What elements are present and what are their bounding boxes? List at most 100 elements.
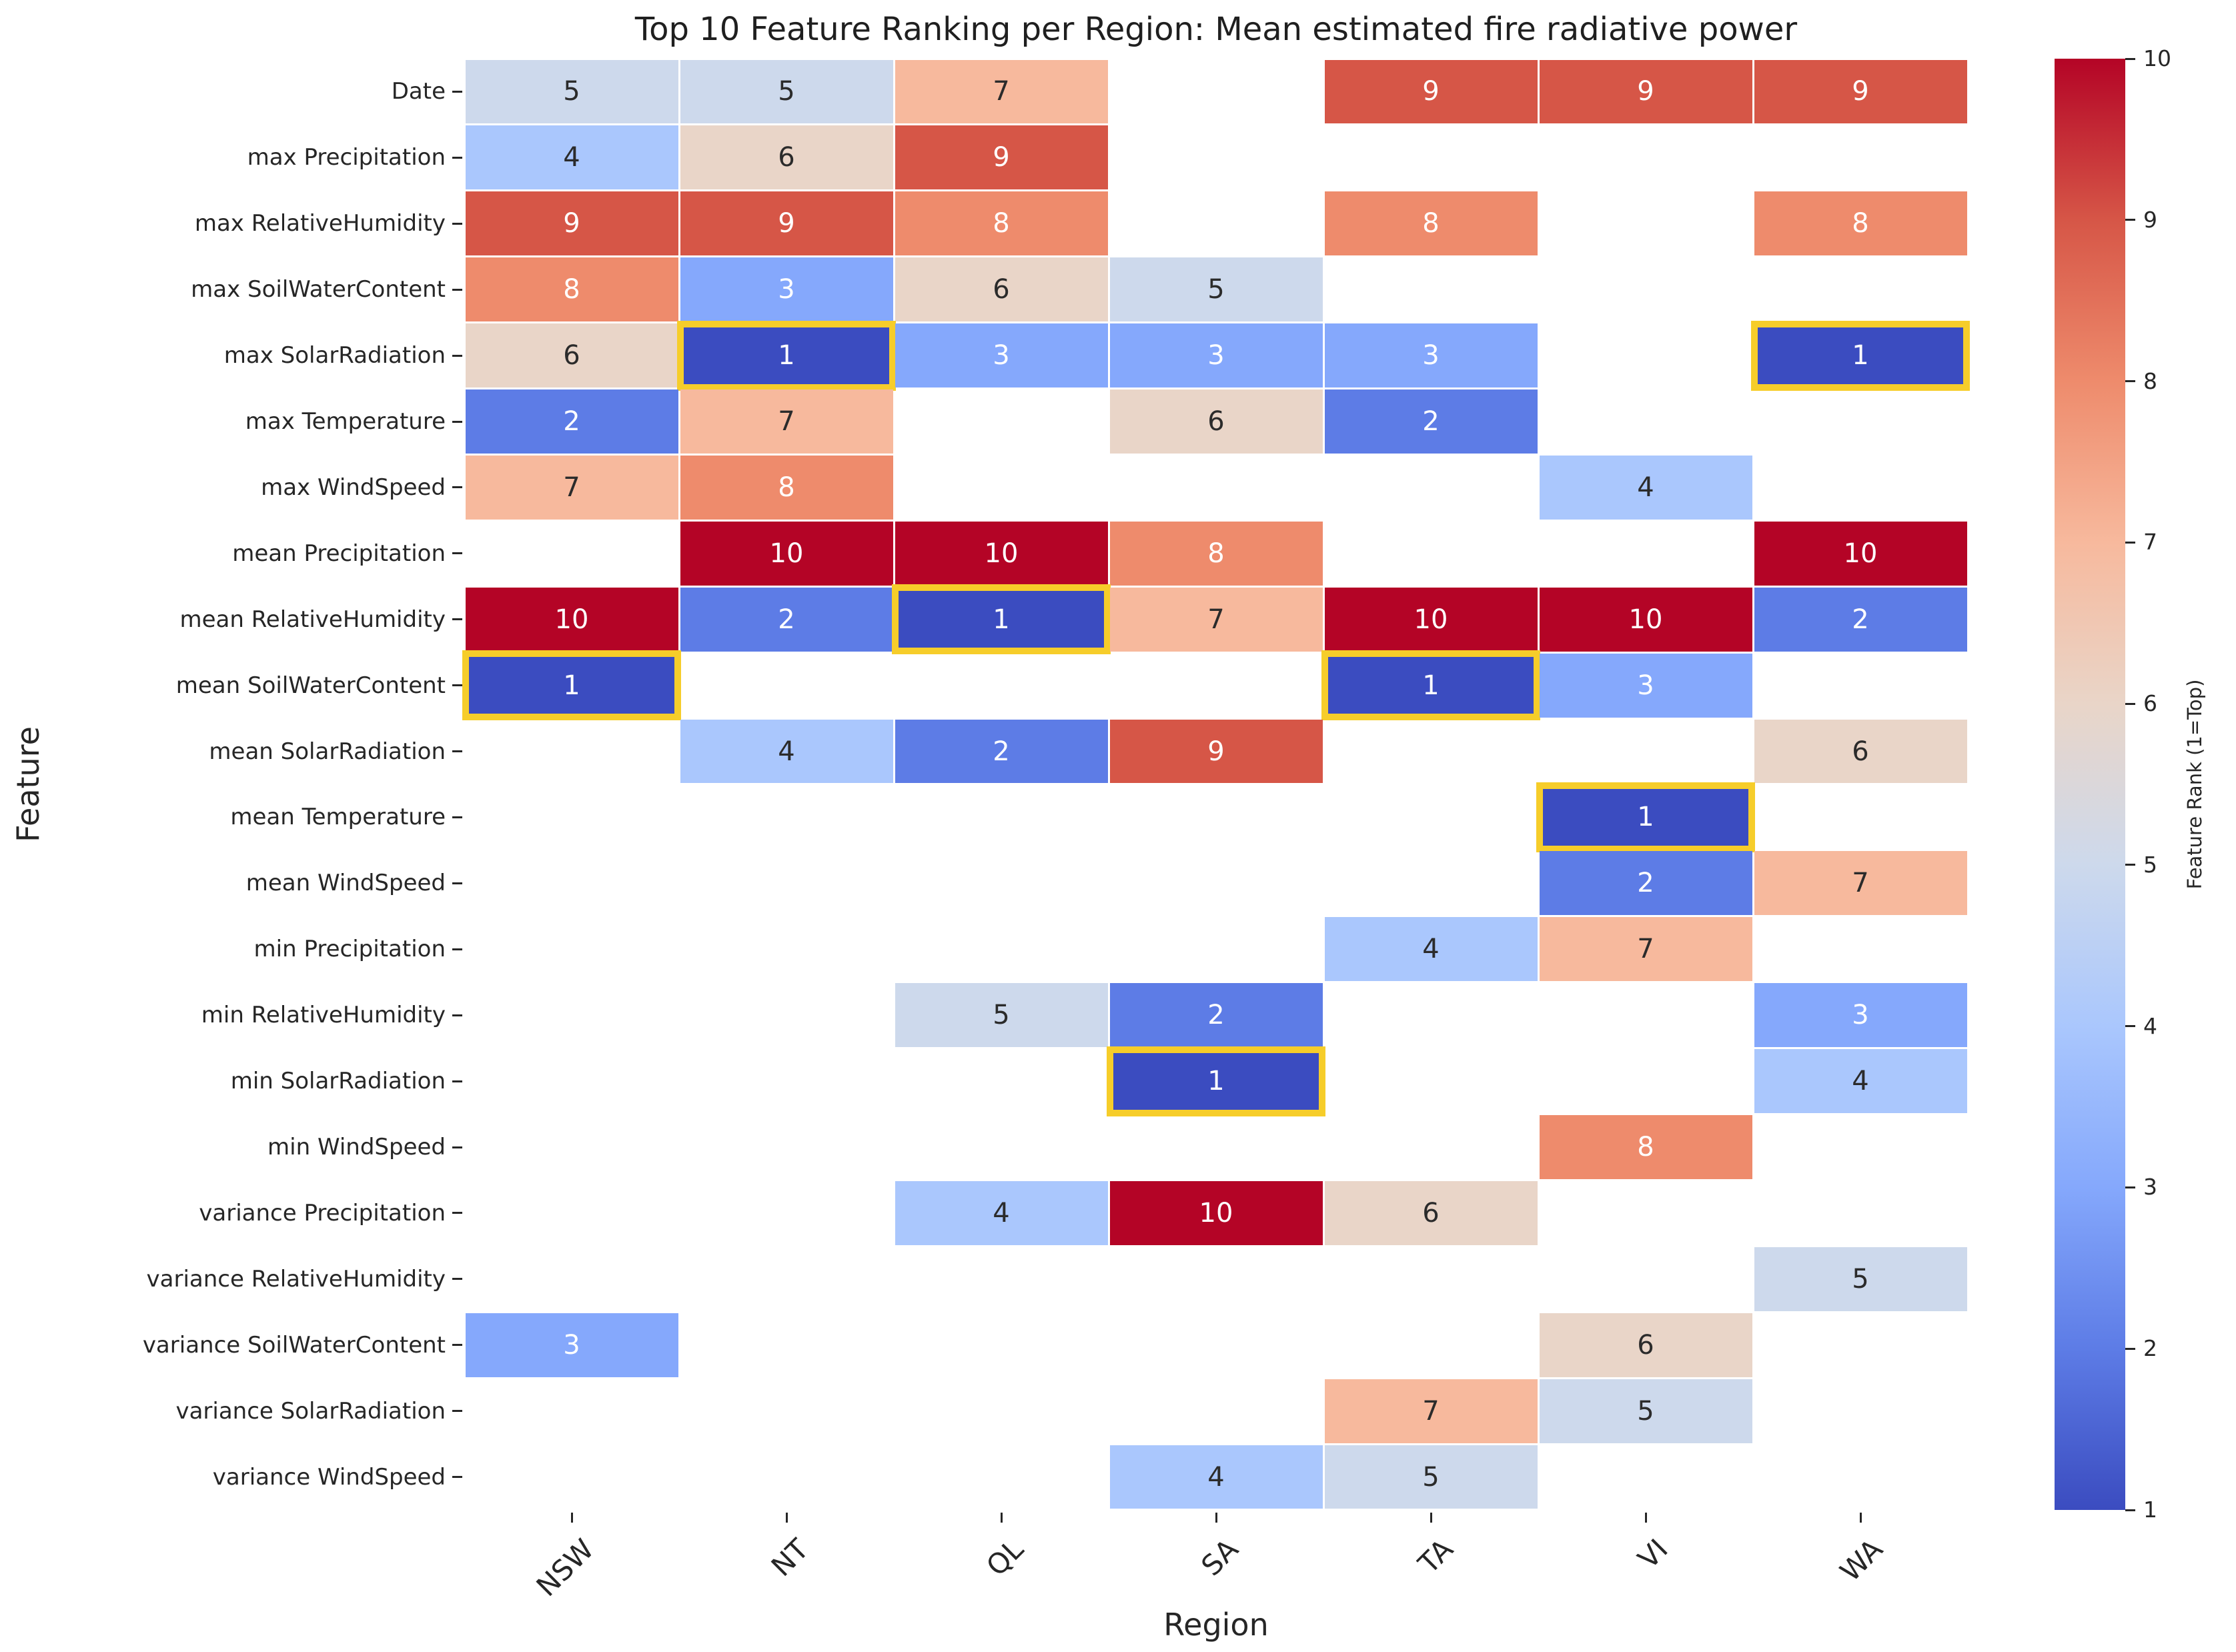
- heatmap-cell: 2: [1754, 587, 1967, 652]
- colorbar-tick-label: 4: [2143, 1012, 2157, 1039]
- heatmap-cell: 9: [895, 125, 1108, 190]
- heatmap-cell: 2: [680, 587, 893, 652]
- colorbar-tick-label: 7: [2143, 529, 2157, 556]
- colorbar-label: Feature Rank (1=Top): [2183, 679, 2206, 890]
- ytick-label-feature: max Temperature: [245, 408, 446, 435]
- heatmap-cell: 10: [1539, 587, 1752, 652]
- heatmap-cell: 6: [1754, 719, 1967, 784]
- heatmap-cell: 6: [1539, 1313, 1752, 1377]
- heatmap-cell: 10: [1109, 1180, 1323, 1245]
- heatmap-cell-top-ranked: 1: [462, 650, 681, 721]
- xtick-mark: [570, 1513, 573, 1523]
- xtick-label-region: VI: [1631, 1533, 1674, 1575]
- ytick-label-feature: variance RelativeHumidity: [146, 1265, 446, 1293]
- ytick-label-feature: max Precipitation: [247, 144, 446, 171]
- ytick-mark: [452, 1410, 462, 1413]
- heatmap-cell: 8: [1109, 521, 1323, 586]
- x-axis-label: Region: [1163, 1607, 1269, 1643]
- colorbar-tick-label: 5: [2143, 851, 2157, 878]
- heatmap-cell: 3: [465, 1313, 678, 1377]
- heatmap-cell-top-ranked: 1: [1321, 650, 1540, 721]
- colorbar-tick-label: 10: [2143, 45, 2171, 71]
- ytick-label-feature: mean SoilWaterContent: [175, 672, 446, 699]
- colorbar-tick-label: 3: [2143, 1174, 2157, 1200]
- heatmap-cell: 5: [1539, 1379, 1752, 1443]
- ytick-mark: [452, 684, 462, 687]
- heatmap-cell: 7: [465, 455, 678, 520]
- ytick-mark: [452, 222, 462, 225]
- heatmap-cell: 4: [1754, 1049, 1967, 1114]
- heatmap-cell: 3: [1109, 323, 1323, 388]
- ytick-mark: [452, 1014, 462, 1016]
- heatmap-cell-top-ranked: 1: [1536, 782, 1755, 852]
- xtick-label-region: WA: [1833, 1533, 1889, 1588]
- colorbar-tick-mark: [2125, 702, 2135, 705]
- heatmap-cell: 2: [1539, 851, 1752, 916]
- ytick-label-feature: variance Precipitation: [199, 1199, 446, 1226]
- heatmap-cell: 10: [895, 521, 1108, 586]
- xtick-label-region: TA: [1412, 1533, 1460, 1580]
- ytick-label-feature: min RelativeHumidity: [201, 1002, 446, 1029]
- ytick-label-feature: mean SolarRadiation: [209, 738, 446, 765]
- heatmap-cell: 9: [465, 191, 678, 256]
- colorbar-tick-mark: [2125, 380, 2135, 383]
- xtick-mark: [1215, 1513, 1217, 1523]
- ytick-mark: [452, 354, 462, 357]
- chart-title: Top 10 Feature Ranking per Region: Mean …: [634, 11, 1798, 48]
- heatmap-cell: 4: [1539, 455, 1752, 520]
- heatmap-cell: 4: [895, 1180, 1108, 1245]
- ytick-label-feature: max RelativeHumidity: [194, 210, 446, 237]
- ytick-label-feature: variance WindSpeed: [212, 1463, 446, 1491]
- heatmap-cell: 5: [1109, 257, 1323, 322]
- xtick-label-region: NSW: [530, 1533, 600, 1603]
- ytick-mark: [452, 1212, 462, 1214]
- heatmap-cell: 10: [1324, 587, 1538, 652]
- heatmap-cell: 3: [1754, 983, 1967, 1048]
- xtick-mark: [1000, 1513, 1003, 1523]
- colorbar-tick-label: 9: [2143, 206, 2157, 233]
- ytick-mark: [452, 882, 462, 884]
- heatmap-cell: 5: [895, 983, 1108, 1048]
- heatmap-cell: 8: [1324, 191, 1538, 256]
- ytick-label-feature: Date: [391, 78, 446, 105]
- ytick-mark: [452, 1278, 462, 1281]
- ytick-label-feature: mean RelativeHumidity: [179, 606, 446, 633]
- xtick-label-region: SA: [1195, 1533, 1245, 1583]
- heatmap-cell: 4: [1109, 1445, 1323, 1509]
- heatmap-cell: 5: [680, 59, 893, 124]
- colorbar-tick-mark: [2125, 1509, 2135, 1511]
- heatmap-cell: 9: [1539, 59, 1752, 124]
- heatmap-cell: 7: [1109, 587, 1323, 652]
- ytick-mark: [452, 618, 462, 621]
- ytick-mark: [452, 750, 462, 753]
- ytick-label-feature: min SolarRadiation: [230, 1068, 446, 1095]
- ytick-label-feature: mean Temperature: [230, 804, 446, 831]
- heatmap-cell: 6: [680, 125, 893, 190]
- ytick-mark: [452, 1080, 462, 1082]
- heatmap-cell: 7: [895, 59, 1108, 124]
- colorbar-tick-mark: [2125, 1186, 2135, 1188]
- heatmap-cell-top-ranked: 1: [677, 320, 896, 391]
- xtick-label-region: NT: [764, 1533, 815, 1583]
- colorbar-tick-mark: [2125, 219, 2135, 221]
- heatmap-cell: 9: [1754, 59, 1967, 124]
- ytick-label-feature: max SolarRadiation: [223, 342, 446, 369]
- heatmap-cell: 6: [465, 323, 678, 388]
- heatmap-cell: 6: [895, 257, 1108, 322]
- xtick-mark: [1644, 1513, 1647, 1523]
- heatmap-cell: 4: [465, 125, 678, 190]
- ytick-mark: [452, 1476, 462, 1479]
- heatmap-cell-top-ranked: 1: [1107, 1046, 1325, 1116]
- heatmap-cell: 9: [1109, 719, 1323, 784]
- heatmap-cell: 10: [1754, 521, 1967, 586]
- heatmap-cell: 7: [680, 389, 893, 454]
- heatmap-cell: 8: [1539, 1115, 1752, 1179]
- heatmap-cell: 5: [465, 59, 678, 124]
- ytick-mark: [452, 420, 462, 423]
- colorbar-tick-label: 6: [2143, 690, 2157, 717]
- heatmap-cell: 3: [1324, 323, 1538, 388]
- heatmap-cell: 3: [680, 257, 893, 322]
- heatmap-cell: 5: [1324, 1445, 1538, 1509]
- heatmap-cell: 9: [1324, 59, 1538, 124]
- colorbar-tick-mark: [2125, 864, 2135, 866]
